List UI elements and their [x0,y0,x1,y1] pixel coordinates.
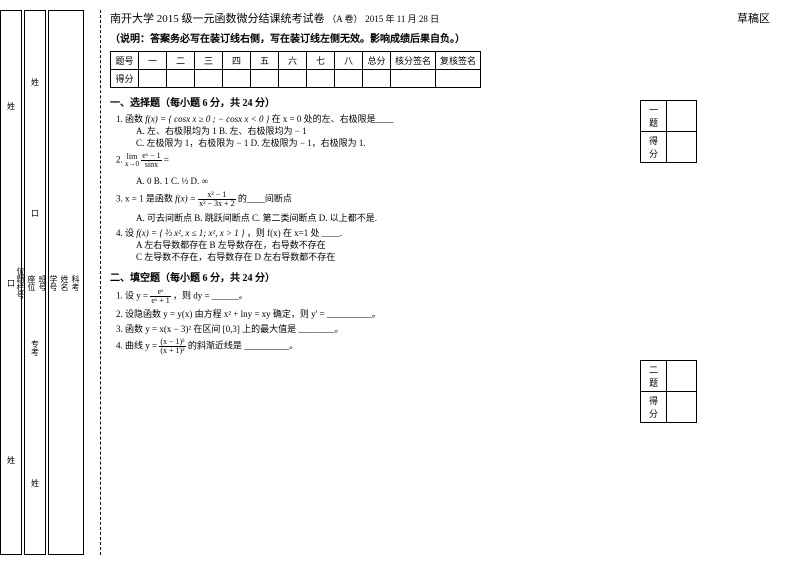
q1-fx: f(x) = { cosx x ≥ 0 ; − cosx x < 0 } [145,114,269,124]
q4-opts: A 左右导数都存在 B 左导数存在，右导数不存在 C 左导数不存在，右导数存在 … [136,239,790,263]
th: 复核签名 [436,52,481,70]
q1-pre: 1. 函数 [116,114,145,124]
q2-opts: A. 0 B. 1 C. ½ D. ∞ [136,175,790,187]
title-paper: （A 卷） [327,14,362,24]
q3: 3. x = 1 是函数 f(x) = x² − 1 x² − 3x + 2 的… [116,191,790,224]
q3-pre: 3. x = 1 是函数 [116,193,175,203]
q3-fx: f(x) = [175,193,198,203]
td-blank [167,70,195,88]
td-blank [436,70,481,88]
th: 七 [307,52,335,70]
q3-opts: A. 可去间断点 B. 跳跃间断点 C. 第二类间断点 D. 以上都不是. [136,212,790,224]
spine-lbl: 学号 [48,275,59,291]
q2-frac: eˣ − 1 sinx [141,152,161,169]
spine-lbl: 座位 [26,275,37,291]
spine-col-c: 科考 姓名 学号 班号 座位 位题栏号 [48,10,84,555]
frac-d: eˣ + 1 [150,297,170,305]
th: 八 [335,52,363,70]
exam-main: 南开大学 2015 级一元函数微分结课统考试卷 （A 卷） 2015 年 11 … [110,10,790,555]
table-row: 题号 一 二 三 四 五 六 七 八 总分 核分签名 复核签名 [111,52,481,70]
spine-lbl: 姓 [6,102,17,110]
frac-d: x² − 3x + 2 [198,200,235,208]
s2q1-pre: 1. 设 y = [116,291,150,301]
sb-val [667,392,697,423]
spine-lbl: 口 [30,209,41,217]
sb-lbl: 二题 [641,361,667,392]
q3-post: 的____间断点 [238,193,292,203]
td-label: 得分 [111,70,139,88]
s2q4-pre: 4. 曲线 y = [116,341,159,351]
s2q4: 4. 曲线 y = (x − 1)³ (x + 1)² 的斜渐近线是 _____… [116,338,790,355]
section1-scorebox: 一题 得分 [640,100,697,163]
lim-bot: x→0 [125,161,139,168]
sb-lbl: 得分 [641,132,667,163]
sb-val [667,101,697,132]
td-blank [363,70,391,88]
section2-scorebox: 二题 得分 [640,360,697,423]
q4: 4. 设 f(x) = { ⅔ x², x ≤ 1; x², x > 1 } ，… [116,227,790,263]
binding-spine: 姓 口 姓 姓 口 专考 姓 科考 姓名 学号 班号 座位 位题栏号 [0,10,95,555]
td-blank [307,70,335,88]
th: 五 [251,52,279,70]
q3-frac: x² − 1 x² − 3x + 2 [198,191,235,208]
spine-lbl: 位题栏号 [15,267,26,299]
spine-lbl: 专考 [30,340,41,356]
td-blank [223,70,251,88]
sb-lbl: 一题 [641,101,667,132]
spine-lbl: 姓 [30,479,41,487]
score-table: 题号 一 二 三 四 五 六 七 八 总分 核分签名 复核签名 得分 [110,51,481,88]
spine-lbl: 姓 [30,78,41,86]
th: 一 [139,52,167,70]
title-main: 南开大学 2015 级一元函数微分结课统考试卷 [110,13,325,25]
s2q3: 3. 函数 y = x(x − 3)² 在区间 [0,3] 上的最大值是 ___… [116,323,790,335]
q2-eq: = [164,155,169,165]
binding-dashline [100,10,101,555]
td-blank [195,70,223,88]
td-blank [335,70,363,88]
q1-mid: 在 x = 0 处的左、右极限是____ [272,114,394,124]
th: 六 [279,52,307,70]
spine-lbl: 科考 [70,275,81,291]
title-date: 2015 年 11 月 28 日 [365,14,439,24]
s2q1: 1. 设 y = eˣ eˣ + 1 ，则 dy = ______。 [116,288,790,305]
spine-lbl: 班号 [37,275,48,291]
s2q1-post: ，则 dy = ______。 [173,291,248,301]
section2-heading: 二、填空题（每小题 6 分，共 24 分） [110,269,790,284]
th: 四 [223,52,251,70]
s2q2: 2. 设隐函数 y = y(x) 由方程 x² + lny = xy 确定，则 … [116,308,790,320]
th: 三 [195,52,223,70]
q4-fx: f(x) = { ⅔ x², x ≤ 1; x², x > 1 } [136,228,244,238]
th: 二 [167,52,195,70]
sb-val [667,361,697,392]
s2q1-frac: eˣ eˣ + 1 [150,288,170,305]
td-blank [251,70,279,88]
exam-title: 南开大学 2015 级一元函数微分结课统考试卷 （A 卷） 2015 年 11 … [110,10,790,26]
th: 总分 [363,52,391,70]
exam-instruction: （说明：答案务必写在装订线右侧，写在装订线左侧无效。影响成绩后果自负。） [110,30,790,45]
q2-lim: lim x→0 [125,153,139,168]
frac-d: sinx [141,161,161,169]
sb-val [667,132,697,163]
td-blank [391,70,436,88]
s2q4-frac: (x − 1)³ (x + 1)² [159,338,185,355]
table-row: 得分 [111,70,481,88]
td-blank [279,70,307,88]
q4-label: 4. 设 [116,228,136,238]
spine-lbl: 姓名 [59,275,70,291]
td-blank [139,70,167,88]
q2-label: 2. [116,155,123,165]
th-num: 题号 [111,52,139,70]
s2q4-post: 的斜渐近线是 __________。 [188,341,298,351]
frac-d: (x + 1)² [159,347,185,355]
q4-post: ，则 f(x) 在 x=1 处 ____. [247,228,342,238]
sb-lbl: 得分 [641,392,667,423]
th: 核分签名 [391,52,436,70]
spine-lbl: 姓 [6,456,17,464]
